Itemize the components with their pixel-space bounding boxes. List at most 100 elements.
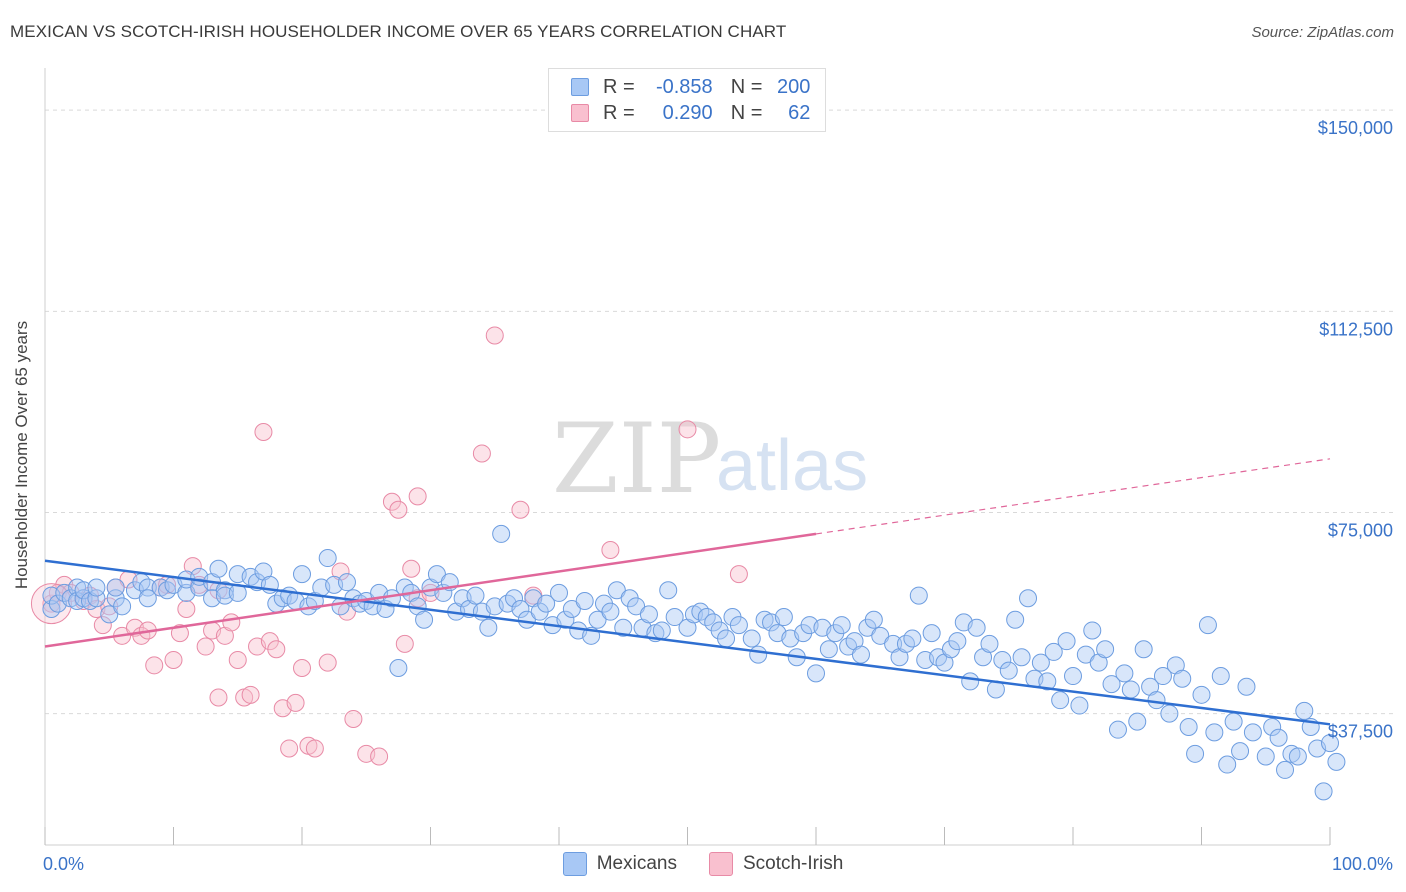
scotch-irish-trend-line (44, 532, 817, 648)
mexicans-point-11 (87, 578, 106, 597)
legend-n-value-mexicans: 200 (777, 75, 811, 98)
mexicans-point-49 (337, 573, 356, 592)
mexicans-point-161 (1076, 645, 1095, 664)
y-tick-label-3: $150,000 (1318, 118, 1393, 138)
y-axis-label: Householder Income Over 65 years (12, 320, 31, 590)
mexicans-point-159 (1064, 667, 1082, 686)
legend-r-value-scotch-irish: 0.290 (662, 101, 713, 124)
mexicans-point-29 (209, 559, 228, 578)
y-tick-label-1: $75,000 (1328, 520, 1393, 540)
mexicans-point-99 (659, 581, 678, 600)
mexicans-point-168 (1121, 680, 1140, 699)
mexicans-point-179 (1192, 685, 1211, 704)
x-tick-label-end: 100.0% (1332, 854, 1393, 874)
mexicans-point-84 (562, 600, 581, 618)
mexicans-point-80 (537, 594, 556, 613)
mexicans-point-14 (106, 578, 125, 597)
legend-n-value-scotch-irish: 62 (788, 101, 811, 124)
mexicans-point-61 (415, 610, 434, 629)
scotch-irish-point-19 (170, 624, 189, 643)
scotch-irish-point-7 (93, 616, 112, 635)
mexicans-point-92 (614, 618, 633, 637)
mexicans-point-154 (1031, 653, 1050, 672)
legend-r-label: R = (603, 75, 635, 98)
mexicans-point-146 (980, 634, 999, 653)
mexicans-point-186 (1237, 677, 1256, 696)
source-label: Source: ZipAtlas.com (1251, 24, 1394, 41)
mexicans-point-127 (851, 645, 870, 664)
mexicans-point-182 (1211, 667, 1230, 686)
scotch-irish-point-52 (408, 487, 427, 506)
correlation-legend: R = -0.858 N = 200 R = 0.290 N = 62 (548, 68, 826, 132)
mexicans-point-46 (318, 549, 337, 568)
trend-lines (44, 458, 1331, 726)
mexicans-point-73 (492, 524, 511, 543)
mexicans-point-141 (948, 632, 967, 651)
mexicans-point-177 (1179, 718, 1198, 736)
watermark-atlas: atlas (716, 426, 868, 506)
legend-item-mexicans: Mexicans (562, 852, 677, 876)
legend-r-label: R = (603, 101, 635, 124)
x-tick-labels: 0.0% 100.0% (43, 854, 1393, 874)
mexicans-point-149 (999, 661, 1018, 680)
scotch-irish-point-15 (145, 656, 164, 675)
y-tick-label-0: $37,500 (1328, 722, 1393, 742)
mexicans-point-122 (819, 640, 838, 659)
scotch-irish-point-49 (389, 500, 408, 519)
mexicans-point-12 (100, 605, 119, 624)
mexicans-point-90 (601, 602, 620, 621)
scotch-irish-point-37 (280, 739, 299, 758)
scotch-irish-point-33 (254, 423, 273, 441)
mexicans-point-184 (1224, 712, 1243, 731)
axes (44, 68, 1331, 846)
mexicans-point-130 (871, 626, 890, 645)
legend-n-label: N = (730, 101, 763, 124)
mexicans-point-151 (1012, 648, 1031, 667)
mexicans-point-167 (1115, 664, 1134, 683)
mexicans-point-198 (1321, 734, 1339, 753)
mexicans-point-137 (922, 624, 941, 643)
legend-label-mexicans: Mexicans (596, 853, 677, 874)
mexicans-point-94 (627, 597, 646, 616)
y-tick-labels: $37,500 $75,000 $112,500 $150,000 (1318, 118, 1393, 741)
mexicans-point-190 (1269, 728, 1288, 747)
scotch-irish-point-28 (222, 613, 241, 632)
mexicans-point-178 (1186, 744, 1205, 763)
mexicans-point-57 (389, 659, 408, 677)
scotch-irish-point-56 (511, 500, 530, 519)
mexicans-point-15 (113, 597, 132, 616)
mexicans-point-183 (1218, 755, 1237, 774)
scotch-irish-point-26 (209, 688, 228, 707)
mexicans-point-158 (1057, 632, 1076, 651)
legend-swatch-mexicans (571, 78, 589, 96)
scotch-irish-point-50 (395, 634, 414, 653)
mexicans-point-164 (1096, 640, 1115, 659)
legend-swatch-scotch-irish (571, 104, 589, 122)
scotch-irish-point-58 (601, 541, 620, 559)
mexicans-point-170 (1134, 640, 1153, 659)
legend-swatch-scotch-irish (708, 852, 733, 876)
scotch-irish-point-60 (729, 565, 748, 584)
scotch-irish-point-35 (267, 640, 286, 659)
mexicans-point-199 (1327, 752, 1346, 771)
scotch-irish-point-20 (177, 600, 196, 618)
legend-swatch-mexicans (562, 852, 587, 876)
chart-title: MEXICAN VS SCOTCH-IRISH HOUSEHOLDER INCO… (10, 22, 787, 41)
mexicans-point-100 (665, 608, 684, 627)
mexicans-point-185 (1231, 742, 1250, 761)
x-tick-label-start: 0.0% (43, 854, 84, 874)
mexicans-point-135 (909, 586, 928, 605)
watermark-zip: ZIP (552, 403, 721, 515)
mexicans-point-71 (479, 618, 498, 637)
mexicans-point-134 (903, 629, 922, 648)
scotch-irish-point-41 (305, 739, 324, 758)
scotch-irish-point-29 (228, 650, 247, 669)
mexicans-point-166 (1108, 720, 1127, 739)
mexicans-point-115 (774, 608, 793, 627)
scotch-irish-point-51 (402, 559, 421, 578)
scotch-irish-trend-extension (815, 458, 1331, 535)
mexicans-point-181 (1205, 723, 1224, 742)
mexicans-point-75 (505, 589, 524, 608)
scotch-irish-point-59 (678, 420, 697, 439)
